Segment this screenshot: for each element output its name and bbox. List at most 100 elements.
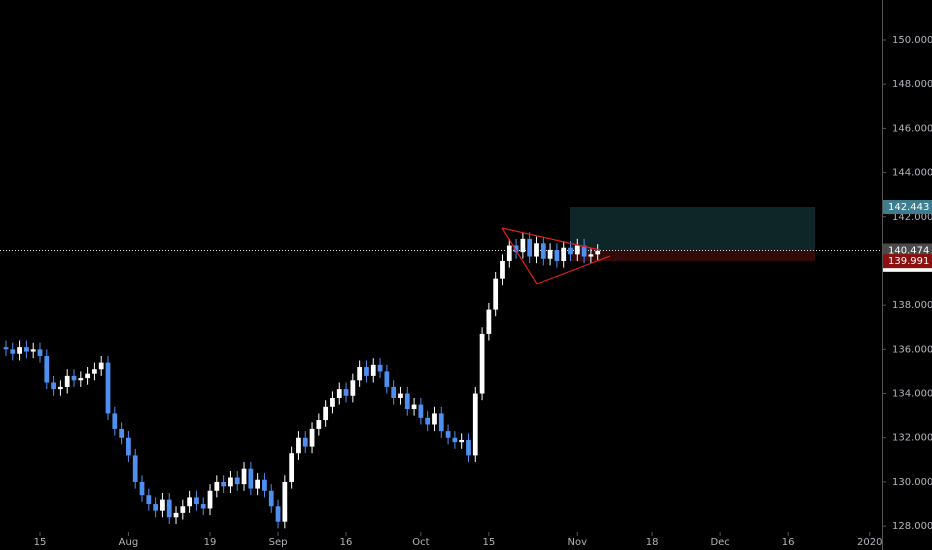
candle-body	[241, 468, 247, 485]
candle-body	[282, 481, 288, 522]
loss-zone	[570, 250, 815, 262]
candle-body	[554, 249, 560, 261]
candle-body	[588, 254, 594, 257]
y-tick-label: 142.000	[892, 212, 932, 223]
x-tick-label: Dec	[710, 537, 729, 548]
x-tick-label: Oct	[412, 537, 429, 548]
candle-body	[98, 362, 104, 370]
target-price-label: 142.443	[888, 202, 929, 213]
candle-body	[58, 386, 63, 390]
candle-body	[574, 245, 580, 255]
candle-body	[221, 481, 227, 487]
y-tick-label: 132.000	[892, 433, 932, 444]
candle-body	[316, 420, 322, 429]
triangle-lower-line	[536, 255, 611, 285]
candle-body	[228, 477, 233, 487]
candle-body	[85, 373, 90, 379]
candle-body	[200, 504, 206, 509]
candle-body	[466, 439, 471, 456]
candle-body	[139, 481, 145, 496]
candle-body	[255, 479, 261, 489]
candle-body	[30, 349, 36, 352]
candle-body	[323, 406, 329, 421]
candle-body	[180, 506, 186, 513]
target-price-box	[883, 199, 932, 214]
candle-body	[411, 404, 417, 410]
candle-body	[214, 481, 220, 491]
candle-body	[398, 393, 403, 398]
candle-body	[377, 364, 383, 372]
candle-body	[547, 249, 553, 259]
candle-body	[336, 389, 342, 398]
candle-body	[44, 355, 50, 383]
x-tick-label: 2020	[857, 537, 882, 548]
plot-area	[0, 206, 882, 529]
candle-body	[540, 243, 546, 259]
candle-body	[10, 349, 16, 354]
candle-body	[105, 362, 111, 414]
candle-body	[17, 347, 22, 354]
y-tick-label: 148.000	[892, 79, 932, 90]
candle-body	[364, 367, 369, 376]
entry-price-label: 140.474	[888, 245, 929, 256]
y-tick-label: 146.000	[892, 123, 932, 134]
candle-body	[534, 243, 539, 257]
candle-body	[425, 417, 431, 425]
candle-body	[78, 378, 84, 381]
candle-body	[459, 439, 465, 443]
candle-body	[160, 499, 165, 511]
candle-body	[71, 375, 77, 381]
candle-body	[357, 367, 363, 381]
x-tick-label: 15	[34, 537, 47, 548]
candle-body	[296, 437, 301, 454]
candle-body	[479, 333, 485, 394]
y-tick-label: 144.000	[892, 168, 932, 179]
candle-body	[37, 349, 43, 356]
candle-body	[370, 364, 376, 376]
candle-body	[262, 479, 267, 491]
candle-body	[51, 382, 56, 390]
candle-body	[595, 250, 601, 255]
profit-zone	[570, 206, 815, 251]
candle-body	[384, 371, 390, 387]
candle-body	[493, 278, 499, 310]
candle-body	[343, 389, 349, 396]
candle-body	[132, 455, 138, 482]
candle-body	[153, 504, 158, 511]
candle-body	[445, 431, 451, 438]
candle-body	[268, 490, 274, 507]
stop-price-box	[883, 254, 932, 269]
candle-body	[527, 238, 533, 257]
entry-price-box	[883, 243, 932, 258]
candle-body	[248, 468, 254, 489]
candle-body	[275, 506, 281, 522]
candle-body	[173, 512, 179, 518]
candle-body	[568, 247, 573, 255]
candle-body	[146, 495, 152, 505]
drawings	[501, 227, 611, 285]
candle-body	[64, 375, 70, 387]
y-tick-label: 150.000	[892, 35, 932, 46]
candle-body	[112, 413, 118, 429]
candle-body	[404, 393, 410, 410]
candle-body	[350, 380, 356, 396]
y-tick-label: 130.000	[892, 477, 932, 488]
x-tick-label: Nov	[568, 537, 588, 548]
candle-body	[166, 499, 172, 518]
candle-body	[330, 397, 335, 407]
candle-body	[126, 437, 131, 456]
candle-body	[438, 413, 444, 432]
x-tick-label: Aug	[119, 537, 139, 548]
candle-body	[289, 453, 295, 482]
candle-body	[418, 404, 424, 418]
candle-body	[24, 347, 29, 352]
y-tick-label: 128.000	[892, 521, 932, 532]
candle-body	[309, 428, 315, 447]
y-tick-label: 134.000	[892, 389, 932, 400]
candle-body	[207, 490, 213, 509]
x-tick-label: 16	[340, 537, 353, 548]
candle-body	[432, 413, 437, 425]
x-tick-label: 15	[483, 537, 496, 548]
candle-body	[119, 428, 124, 438]
